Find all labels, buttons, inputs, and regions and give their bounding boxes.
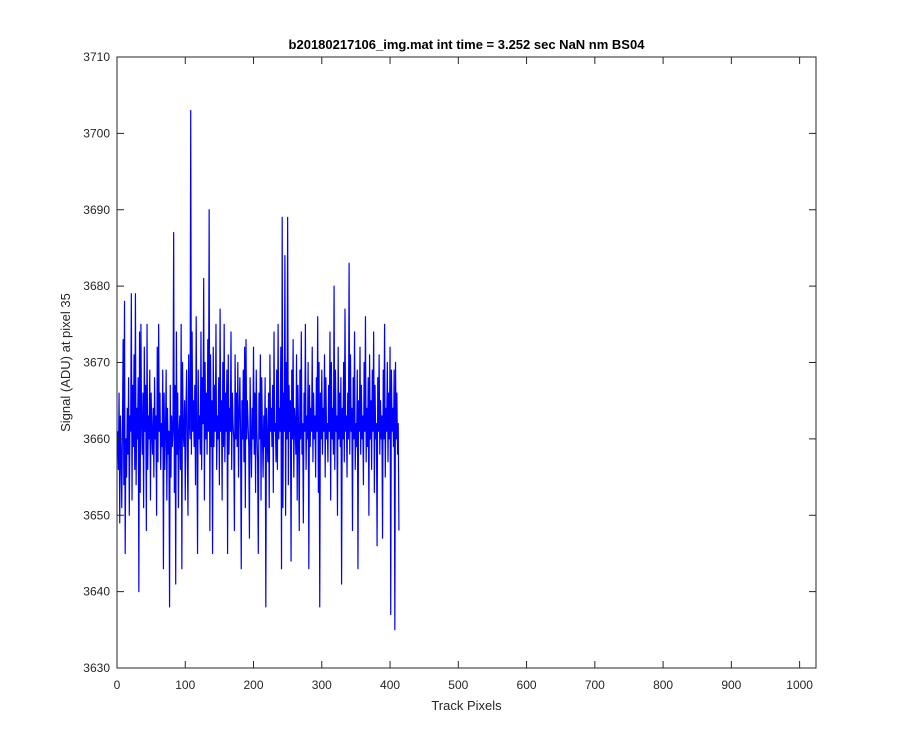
y-tick-label: 3650 — [83, 508, 110, 522]
x-tick-label: 600 — [517, 678, 537, 692]
chart-title: b20180217106_img.mat int time = 3.252 se… — [289, 37, 646, 52]
y-tick-label: 3690 — [83, 203, 110, 217]
x-tick-label: 100 — [175, 678, 195, 692]
x-tick-label: 500 — [448, 678, 468, 692]
x-tick-label: 900 — [721, 678, 741, 692]
x-tick-label: 1000 — [786, 678, 813, 692]
y-tick-label: 3700 — [83, 126, 110, 140]
y-tick-label: 3660 — [83, 432, 110, 446]
x-tick-label: 200 — [244, 678, 264, 692]
y-tick-label: 3640 — [83, 585, 110, 599]
x-tick-label: 800 — [653, 678, 673, 692]
x-axis-label: Track Pixels — [431, 698, 502, 713]
x-axis: 0 100 200 300 400 500 600 700 800 900 1000 — [114, 57, 813, 692]
x-tick-label: 400 — [380, 678, 400, 692]
x-tick-label: 0 — [114, 678, 121, 692]
y-tick-label: 3630 — [83, 661, 110, 675]
series-layer — [117, 109, 400, 631]
series-line-0 — [117, 109, 400, 631]
y-axis-label: Signal (ADU) at pixel 35 — [58, 293, 73, 432]
x-tick-label: 300 — [312, 678, 332, 692]
y-tick-label: 3670 — [83, 356, 110, 370]
y-axis: 3630 3640 3650 3660 3670 3680 3690 3700 3710 — [83, 50, 816, 675]
x-tick-label: 700 — [585, 678, 605, 692]
y-tick-label: 3680 — [83, 279, 110, 293]
plot-area — [117, 57, 816, 668]
y-tick-label: 3710 — [83, 50, 110, 64]
